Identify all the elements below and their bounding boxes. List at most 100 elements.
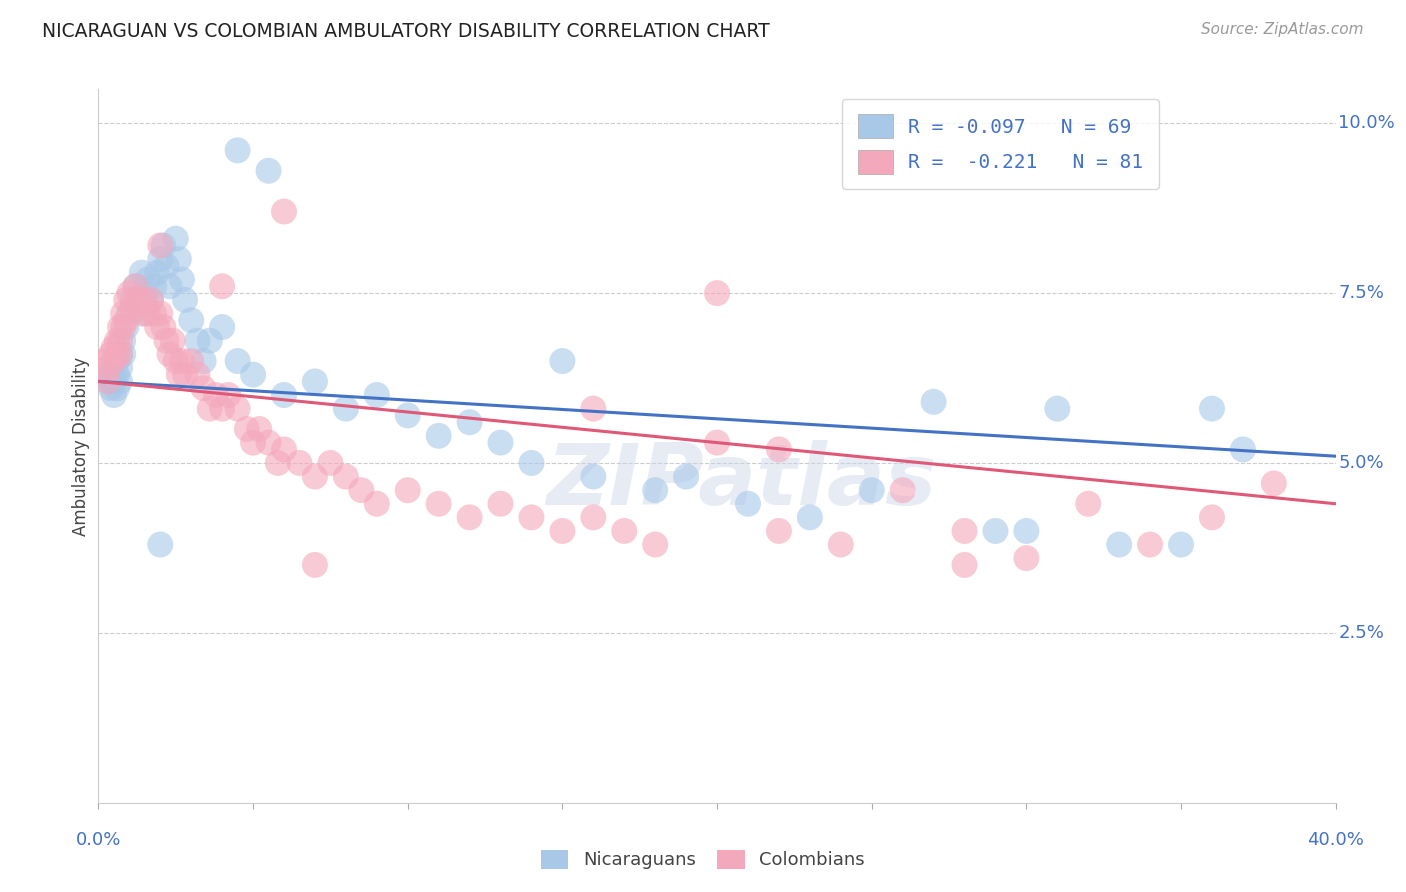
Point	[1015, 551, 1038, 566]
Point	[105, 381, 128, 395]
Point	[115, 320, 138, 334]
Point	[1139, 537, 1161, 551]
Point	[152, 320, 174, 334]
Point	[108, 375, 131, 389]
Point	[706, 435, 728, 450]
Point	[193, 381, 215, 395]
Point	[205, 388, 228, 402]
Point	[103, 341, 125, 355]
Point	[165, 232, 187, 246]
Point	[93, 354, 115, 368]
Point	[134, 293, 156, 307]
Point	[167, 368, 190, 382]
Point	[304, 469, 326, 483]
Point	[124, 279, 146, 293]
Point	[267, 456, 290, 470]
Point	[1201, 510, 1223, 524]
Point	[112, 334, 135, 348]
Point	[953, 524, 976, 538]
Point	[458, 510, 481, 524]
Point	[304, 558, 326, 572]
Point	[136, 306, 159, 320]
Point	[108, 360, 131, 375]
Point	[458, 415, 481, 429]
Point	[257, 163, 280, 178]
Point	[103, 360, 125, 375]
Point	[1232, 442, 1254, 457]
Point	[100, 368, 122, 382]
Point	[335, 469, 357, 483]
Point	[768, 524, 790, 538]
Point	[186, 368, 208, 382]
Point	[198, 401, 221, 416]
Text: Source: ZipAtlas.com: Source: ZipAtlas.com	[1201, 22, 1364, 37]
Text: NICARAGUAN VS COLOMBIAN AMBULATORY DISABILITY CORRELATION CHART: NICARAGUAN VS COLOMBIAN AMBULATORY DISAB…	[42, 22, 770, 41]
Point	[236, 422, 259, 436]
Point	[118, 286, 141, 301]
Point	[159, 347, 181, 361]
Point	[737, 497, 759, 511]
Point	[520, 510, 543, 524]
Point	[118, 306, 141, 320]
Point	[226, 144, 249, 158]
Point	[551, 354, 574, 368]
Point	[100, 347, 122, 361]
Point	[489, 497, 512, 511]
Point	[186, 334, 208, 348]
Point	[152, 238, 174, 252]
Point	[350, 483, 373, 498]
Point	[134, 286, 156, 301]
Point	[112, 347, 135, 361]
Point	[180, 313, 202, 327]
Point	[768, 442, 790, 457]
Point	[520, 456, 543, 470]
Point	[105, 354, 128, 368]
Point	[112, 306, 135, 320]
Y-axis label: Ambulatory Disability: Ambulatory Disability	[72, 357, 90, 535]
Point	[582, 401, 605, 416]
Point	[891, 483, 914, 498]
Point	[159, 279, 181, 293]
Point	[105, 334, 128, 348]
Point	[146, 266, 169, 280]
Text: 40.0%: 40.0%	[1308, 831, 1364, 849]
Point	[273, 388, 295, 402]
Point	[226, 354, 249, 368]
Point	[115, 293, 138, 307]
Point	[193, 354, 215, 368]
Text: 2.5%: 2.5%	[1339, 624, 1384, 642]
Point	[922, 394, 945, 409]
Point	[273, 204, 295, 219]
Point	[162, 334, 184, 348]
Point	[288, 456, 311, 470]
Point	[1170, 537, 1192, 551]
Point	[180, 354, 202, 368]
Point	[128, 300, 150, 314]
Point	[97, 360, 120, 375]
Point	[103, 375, 125, 389]
Point	[97, 375, 120, 389]
Point	[1015, 524, 1038, 538]
Point	[149, 537, 172, 551]
Point	[396, 483, 419, 498]
Point	[131, 306, 153, 320]
Point	[115, 313, 138, 327]
Point	[830, 537, 852, 551]
Point	[108, 334, 131, 348]
Point	[984, 524, 1007, 538]
Point	[953, 558, 976, 572]
Point	[242, 368, 264, 382]
Point	[706, 286, 728, 301]
Point	[1201, 401, 1223, 416]
Point	[247, 422, 270, 436]
Point	[1108, 537, 1130, 551]
Point	[799, 510, 821, 524]
Point	[211, 279, 233, 293]
Point	[134, 306, 156, 320]
Point	[131, 266, 153, 280]
Point	[211, 401, 233, 416]
Point	[1263, 476, 1285, 491]
Point	[146, 320, 169, 334]
Point	[257, 435, 280, 450]
Point	[105, 347, 128, 361]
